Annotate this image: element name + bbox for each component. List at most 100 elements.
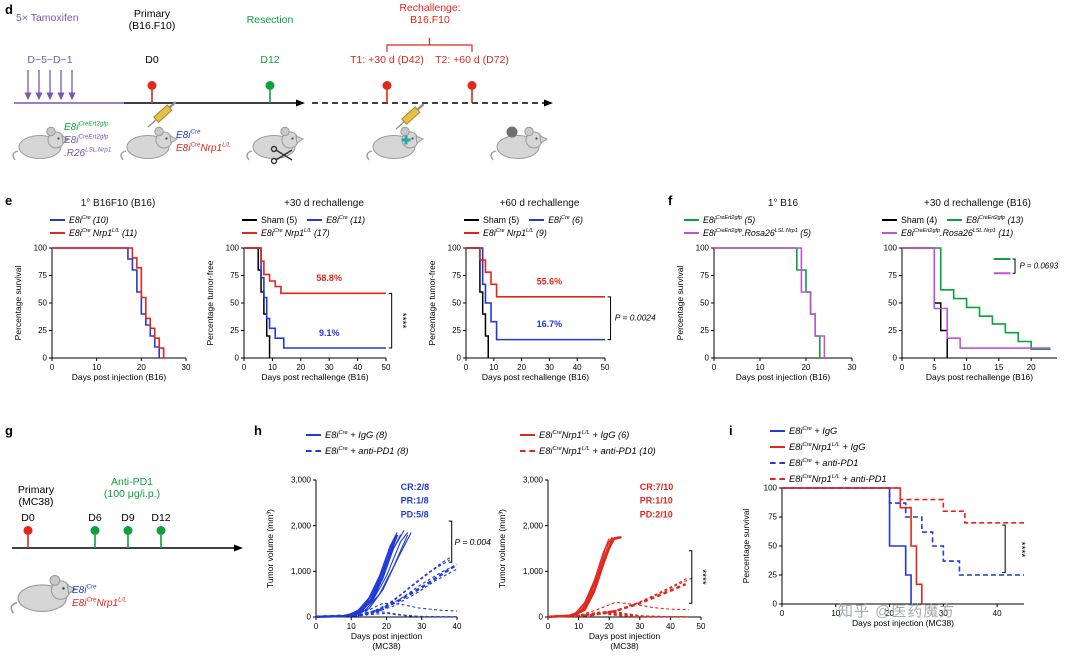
annotation-text: **** (696, 569, 707, 585)
legend-item: E8iCreErt2gfp (13) (947, 215, 1023, 225)
annotations: 55.6% 16.7% P = 0.0024 (537, 276, 656, 341)
panel-d-diagram (12, 38, 553, 165)
annotations: P = 0.0693 (993, 258, 1059, 275)
chart-h2: 0 10 20 30 40 50 0 1,000 2,000 3,000 Days post inj… (497, 476, 707, 651)
svg-text:Percentage survival: Percentage survival (13, 266, 23, 341)
annotation-text: P = 0.004 (455, 537, 492, 547)
legend-item: E8iCre + anti-PD1 (770, 458, 858, 468)
mouse1-genotypes: E8iCreErt2gfp E8iCreErt2gfp .R26LSL.Nrp1 (64, 121, 111, 161)
h-legend-right: E8iCreNrp1L/L + IgG (6) E8iCreNrp1L/L + a… (520, 427, 656, 459)
legend-item: E8iCreNrp1L/L + IgG (770, 442, 865, 452)
anti-pd1-label: Anti-PD1 (110, 476, 153, 488)
chart-host-h1: 0 10 20 30 40 0 1,000 2,000 3,000 Days post injec… (264, 470, 499, 665)
series (52, 247, 165, 358)
timepoint-d9-marker (123, 526, 133, 548)
series (902, 247, 1051, 358)
svg-text:Percentage tumor-free: Percentage tumor-free (427, 260, 437, 345)
timeline-arrowhead-2 (544, 99, 553, 107)
legend-key-line (242, 231, 257, 234)
g-d9-label: D9 (121, 512, 135, 524)
legend-row: E8iCre Nrp1L/L (11) (50, 226, 202, 239)
tick-labels: 0 10 20 30 40 50 0 1,000 2,000 3,000 Days post inj… (497, 476, 706, 651)
svg-text:(MC38): (MC38) (372, 641, 401, 651)
timepoint-d0-marker (23, 526, 33, 548)
chart-host-f2: 0 5 10 15 20 0 25 50 75 100 Days post rechallenge … (872, 242, 1077, 390)
legend-item: E8iCreNrp1L/L + anti-PD1 (10) (520, 446, 656, 456)
legend-row: E8iCreNrp1L/L + anti-PD1 (10) (520, 443, 656, 459)
svg-text:40: 40 (453, 622, 462, 631)
series-line (466, 247, 605, 341)
svg-text:0: 0 (457, 354, 462, 363)
axes (241, 247, 387, 361)
annotation-text: **** (1016, 542, 1027, 558)
tick-labels: 0 10 20 30 0 25 50 75 100 Days post injection (B1… (675, 244, 857, 382)
svg-text:100: 100 (764, 484, 778, 493)
series-line (547, 601, 689, 618)
svg-text:40: 40 (573, 363, 582, 372)
panel-label-e: e (5, 193, 13, 208)
legend-row: Sham (4) E8iCreErt2gfp (13) (882, 213, 1077, 226)
legend-label: E8iCreErt2gfp (13) (966, 214, 1024, 225)
legend-item: E8iCre (6) (529, 215, 583, 225)
svg-text:0: 0 (773, 600, 778, 609)
annotations: **** (1002, 524, 1027, 574)
svg-text:10: 10 (574, 622, 583, 631)
annotations: CR:2/8 PR:1/8 PD:5/8 P = 0.004 (401, 482, 492, 563)
legend-item: E8iCre + anti-PD1 (8) (306, 446, 408, 456)
svg-text:50: 50 (230, 299, 239, 308)
legend-row: Sham (5) E8iCre (6) (464, 213, 661, 226)
series-line (315, 563, 458, 618)
series-line (315, 611, 457, 618)
series-line (466, 247, 605, 298)
legend-label: E8iCre Nrp1L/L (11) (69, 227, 137, 238)
chart-title-f2: +30 d rechallenge (B16) (923, 198, 1032, 209)
svg-text:1,000: 1,000 (523, 567, 544, 576)
panel-label-i: i (729, 423, 733, 438)
svg-text:0: 0 (235, 354, 240, 363)
svg-text:75: 75 (888, 271, 897, 280)
svg-text:40: 40 (353, 363, 362, 372)
annotation-text: **** (397, 313, 408, 329)
legend-key-line (307, 218, 323, 221)
mouse-icon (366, 126, 424, 161)
svg-text:Days post injection (MC38): Days post injection (MC38) (852, 618, 954, 628)
significance-bracket (448, 520, 453, 563)
primary-cellline-label: (B16.F10) (128, 20, 176, 32)
legend-key-line (882, 231, 897, 234)
annotation-text: CR:7/10 (640, 482, 674, 492)
chart-host-f1: 0 10 20 30 0 25 50 75 100 Days post injection (B1… (674, 242, 870, 390)
chart-title-f1: 1° B16 (767, 198, 799, 209)
svg-text:Percentage survival: Percentage survival (741, 509, 751, 584)
svg-text:20: 20 (296, 363, 305, 372)
svg-text:15: 15 (994, 363, 1003, 372)
svg-text:100: 100 (696, 244, 710, 253)
annotation-text: CR:2/8 (401, 482, 430, 492)
svg-text:Percentage tumor-free: Percentage tumor-free (205, 260, 215, 345)
legend-item: Sham (5) (464, 215, 519, 225)
legend-label: E8iCre Nrp1L/L (17) (261, 227, 330, 238)
t2-label: T2: +60 d (D72) (435, 54, 509, 66)
legend-item: E8iCre Nrp1L/L (11) (50, 228, 137, 238)
svg-text:2,000: 2,000 (523, 521, 544, 530)
series (315, 529, 458, 618)
legend-label: E8iCre + anti-PD1 (8) (325, 445, 409, 456)
tamoxifen-arrows (24, 70, 76, 101)
legend-key-line (242, 218, 257, 221)
timepoint-d6-marker (90, 526, 100, 548)
legend-item: Sham (5) (242, 215, 297, 225)
svg-text:50: 50 (452, 299, 461, 308)
svg-text:25: 25 (230, 326, 239, 335)
svg-text:Days post rechallenge (B16): Days post rechallenge (B16) (482, 372, 589, 382)
chart-legend-e3: Sham (5) E8iCre (6) E8iCre Nrp1L/L (9) (464, 213, 661, 239)
chart-host-i: 0 10 20 30 40 0 25 50 75 100 Days post injection (… (740, 480, 1060, 640)
chart-legend-e1: E8iCre (10) E8iCre Nrp1L/L (11) (50, 213, 202, 239)
legend-item: E8iCreErt2gfp (5) (684, 215, 755, 225)
svg-text:25: 25 (700, 326, 709, 335)
chart-e3: 0 10 20 30 40 50 0 25 50 75 100 Days post rechallen… (427, 244, 656, 382)
svg-text:75: 75 (230, 271, 239, 280)
significance-bracket (1002, 524, 1006, 574)
legend-item: E8iCre + IgG (770, 426, 837, 436)
series-line (782, 487, 1024, 576)
series-line (714, 247, 826, 358)
svg-text:25: 25 (452, 326, 461, 335)
